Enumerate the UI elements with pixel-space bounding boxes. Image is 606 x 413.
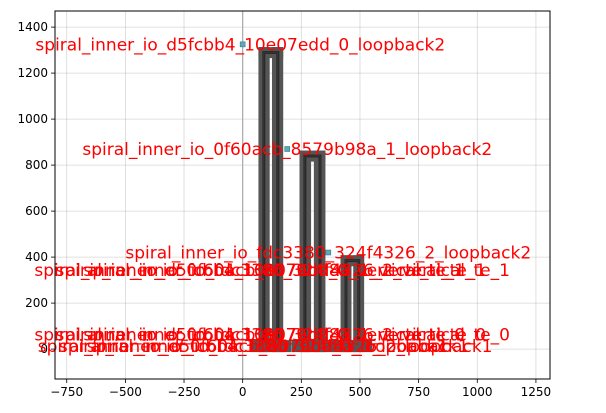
y-tick-label: 200 xyxy=(25,296,48,310)
annotation-layer: spiral_inner_io_d5fcbb4_10e07edd_0_loopb… xyxy=(34,36,531,357)
x-tick-label: −750 xyxy=(50,385,83,399)
x-tick-label: −250 xyxy=(168,385,201,399)
port-layer xyxy=(239,41,332,256)
spiral-turn xyxy=(344,259,361,350)
annotation-label-9: spiral_inner_io_d5fcbb4_10e07edd_0_loopb… xyxy=(38,337,448,357)
spiral-turn xyxy=(263,52,278,350)
y-tick-label: 1200 xyxy=(17,66,48,80)
spiral-turn xyxy=(346,260,359,350)
annotation-label-0: spiral_inner_io_d5fcbb4_10e07edd_0_loopb… xyxy=(35,36,445,56)
port-marker-1 xyxy=(284,146,291,152)
x-tick-label: 1250 xyxy=(521,385,552,399)
plot-frame xyxy=(54,10,551,380)
x-tick-label: 250 xyxy=(290,385,313,399)
spiral-bottom-connector xyxy=(250,340,292,353)
y-tick-label: 0 xyxy=(40,342,48,356)
annotation-label-8: spiral_inner_io_fdc3380_324f4326_2_verti… xyxy=(83,325,510,345)
y-tick-label: 400 xyxy=(25,250,48,264)
spiral-0 xyxy=(250,47,292,353)
x-tick-label: 0 xyxy=(239,385,247,399)
x-tick-label: 1000 xyxy=(462,385,493,399)
annotation-label-2: spiral_inner_io_fdc3380_324f4326_2_loopb… xyxy=(125,244,531,264)
annotation-label-6: spiral_inner_io_d5fcbb4_10e07edd_0_verti… xyxy=(34,325,465,345)
annotation-label-10: spiral_inner_io_0f60acb_8579b98a_1_loopb… xyxy=(59,337,469,357)
annotation-label-4: spiral_inner_io_0f60acb_8579b98a_1_verti… xyxy=(56,261,487,281)
x-tick-label: 750 xyxy=(407,385,430,399)
spiral-turn xyxy=(262,51,280,350)
axis-layer: −750 −500 −250 0 250 500 750 1000 1250 0 200 400 600… xyxy=(17,20,551,399)
spiral-turn xyxy=(305,156,320,350)
x-tick-label: −500 xyxy=(109,385,142,399)
spiral-top-bridge xyxy=(258,47,284,59)
annotation-label-5: spiral_inner_io_fdc3380_324f4326_2_verti… xyxy=(83,261,510,281)
y-tick-label: 1000 xyxy=(17,112,48,126)
spiral-turn xyxy=(303,154,322,350)
annotation-label-7: spiral_inner_io_0f60acb_8579b98a_1_verti… xyxy=(56,325,487,345)
x-tick-label: 500 xyxy=(349,385,372,399)
spiral-bottom-connector xyxy=(291,340,334,353)
y-tick-label: 1400 xyxy=(17,20,48,34)
y-tick-label: 800 xyxy=(25,158,48,172)
spiral-2 xyxy=(332,255,373,353)
spiral-top-bridge xyxy=(340,255,365,267)
spiral-bottom-connector xyxy=(332,340,373,353)
spiral-layer xyxy=(250,47,373,353)
port-marker-2 xyxy=(325,249,332,256)
spiral-1 xyxy=(291,150,334,353)
port-marker-0 xyxy=(239,41,246,48)
annotation-label-3: spiral_inner_io_d5fcbb4_10e07edd_0_verti… xyxy=(34,261,465,281)
annotation-label-1: spiral_inner_io_0f60acb_8579b98a_1_loopb… xyxy=(82,140,492,160)
y-tick-label: 600 xyxy=(25,204,48,218)
annotation-label-11: spiral_inner_io_fdc3380_324f4326_2_loopb… xyxy=(87,337,493,357)
spiral-top-bridge xyxy=(299,150,326,162)
